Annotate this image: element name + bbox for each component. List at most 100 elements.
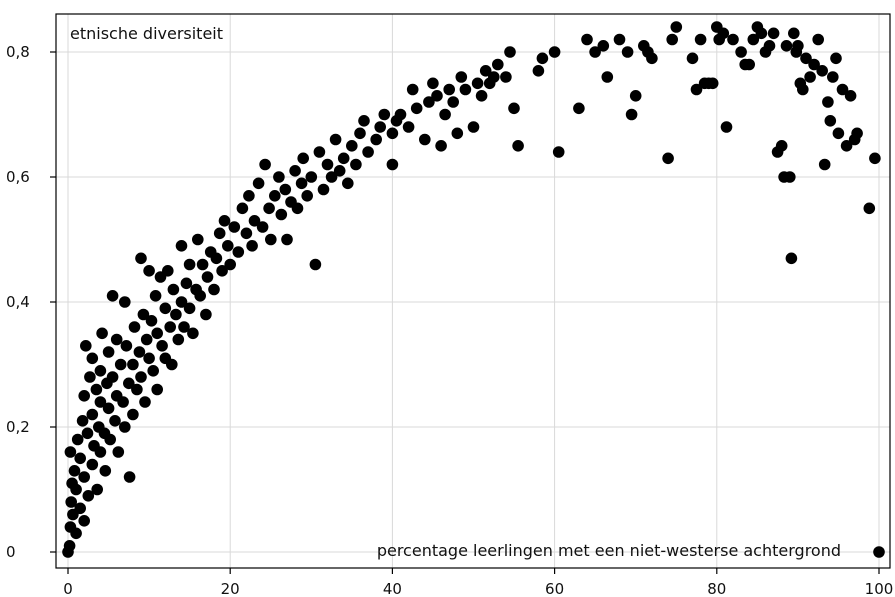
data-point <box>74 452 86 465</box>
data-point <box>120 340 133 352</box>
data-point <box>175 240 188 252</box>
data-point <box>536 52 549 65</box>
data-point <box>386 127 399 140</box>
x-tick-label: 60 <box>545 580 564 597</box>
data-point <box>362 146 374 158</box>
data-point <box>224 258 236 271</box>
data-point <box>213 227 226 240</box>
data-point <box>104 433 116 446</box>
data-point <box>127 408 139 421</box>
data-point <box>780 40 793 52</box>
data-point <box>91 483 103 496</box>
data-point <box>140 333 153 346</box>
data-point <box>727 33 739 46</box>
data-point <box>162 265 174 277</box>
data-point <box>222 240 234 252</box>
data-point <box>117 396 129 408</box>
data-point <box>147 365 159 377</box>
data-point <box>333 165 346 177</box>
data-point <box>706 77 719 90</box>
y-tick-label: 0,6 <box>6 168 30 186</box>
data-point <box>763 40 776 52</box>
data-point <box>784 171 796 183</box>
data-point <box>187 327 199 340</box>
data-point <box>358 115 370 127</box>
data-point <box>114 358 127 371</box>
data-point <box>246 240 258 252</box>
data-point <box>346 140 358 152</box>
data-point <box>329 133 342 146</box>
y-tick-label: 0,8 <box>6 43 30 61</box>
data-point <box>228 221 241 233</box>
x-tick-label: 100 <box>865 580 894 597</box>
data-point <box>601 71 614 83</box>
data-point <box>84 371 96 383</box>
data-point <box>512 140 524 152</box>
x-axis-label: percentage leerlingen met een niet-weste… <box>377 541 841 560</box>
data-point <box>86 458 99 471</box>
data-point <box>74 502 86 515</box>
data-point <box>694 33 707 46</box>
data-point <box>94 446 107 458</box>
data-point <box>488 71 500 83</box>
data-point <box>666 33 678 46</box>
data-point <box>788 27 800 40</box>
data-point <box>755 27 768 40</box>
data-point <box>291 202 304 215</box>
y-tick-label: 0 <box>6 543 16 561</box>
data-point <box>196 258 209 271</box>
data-point <box>139 396 151 408</box>
data-point <box>159 302 172 315</box>
data-point <box>252 177 265 190</box>
data-point <box>492 58 504 71</box>
data-point <box>532 65 545 77</box>
data-point <box>629 90 642 102</box>
grid-lines <box>56 14 890 568</box>
data-point <box>378 108 391 121</box>
data-point <box>317 183 330 196</box>
data-point <box>597 40 610 52</box>
y-tick-label: 0,2 <box>6 418 30 436</box>
data-point <box>613 33 626 46</box>
data-point <box>99 465 112 477</box>
data-point <box>248 215 261 227</box>
data-point <box>394 108 407 121</box>
data-point <box>119 296 131 308</box>
data-point <box>552 146 565 158</box>
data-point <box>873 546 885 558</box>
data-point <box>508 102 520 115</box>
data-point <box>135 252 147 265</box>
data-point <box>851 127 863 140</box>
data-point <box>200 308 212 321</box>
data-point <box>325 171 338 183</box>
data-point <box>435 140 447 152</box>
data-point <box>800 52 812 65</box>
data-point <box>243 190 255 202</box>
data-point <box>767 27 780 40</box>
data-point <box>172 333 185 346</box>
data-point <box>816 65 828 77</box>
data-point <box>80 340 92 352</box>
data-point <box>686 52 699 65</box>
data-point <box>305 171 318 183</box>
data-point <box>70 527 82 540</box>
data-point <box>178 321 190 333</box>
data-point <box>106 290 119 302</box>
data-point <box>423 96 435 108</box>
data-point <box>240 227 253 240</box>
plot-frame <box>55 13 891 569</box>
data-point <box>662 152 674 165</box>
data-point <box>625 108 638 121</box>
data-point <box>71 433 84 446</box>
data-point <box>735 46 747 58</box>
data-point <box>131 383 143 396</box>
data-point <box>123 377 135 390</box>
data-point <box>65 496 77 508</box>
data-point <box>743 58 755 71</box>
data-point <box>102 402 115 415</box>
data-point <box>785 252 798 265</box>
data-point <box>137 308 150 321</box>
data-point <box>128 321 141 333</box>
data-point <box>548 46 561 58</box>
